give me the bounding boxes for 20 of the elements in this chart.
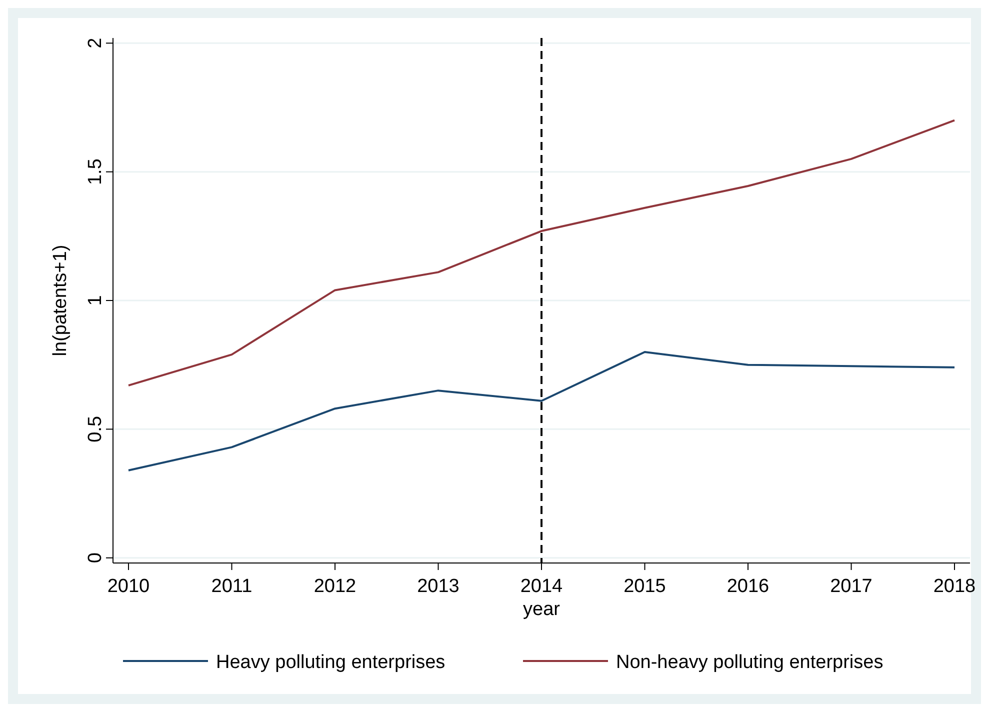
x-tick-label: 2011 — [211, 576, 252, 597]
line-series — [127, 350, 956, 472]
x-axis-title: year — [523, 599, 561, 620]
x-tick-label: 2013 — [417, 576, 460, 597]
y-axis-title: ln(patents+1) — [50, 244, 71, 356]
legend-label: Non-heavy polluting enterprises — [616, 652, 884, 673]
x-tick-label: 2015 — [624, 576, 666, 597]
x-tick-label: 2010 — [107, 576, 150, 597]
x-tick-label: 2014 — [520, 576, 564, 597]
y-tick-label: 0 — [85, 552, 106, 564]
x-tick-label: 2017 — [830, 576, 872, 597]
y-tick-label: 0.5 — [85, 416, 106, 442]
legend-label: Heavy polluting enterprises — [216, 652, 446, 673]
x-tick-label: 2018 — [933, 576, 976, 597]
x-tick-label: 2012 — [314, 576, 356, 597]
y-tick-label: 1.5 — [85, 158, 106, 186]
y-tick-label: 1 — [85, 295, 106, 306]
y-tick-label: 2 — [85, 38, 106, 48]
x-tick-label: 2016 — [726, 576, 770, 597]
line-series — [127, 119, 956, 386]
